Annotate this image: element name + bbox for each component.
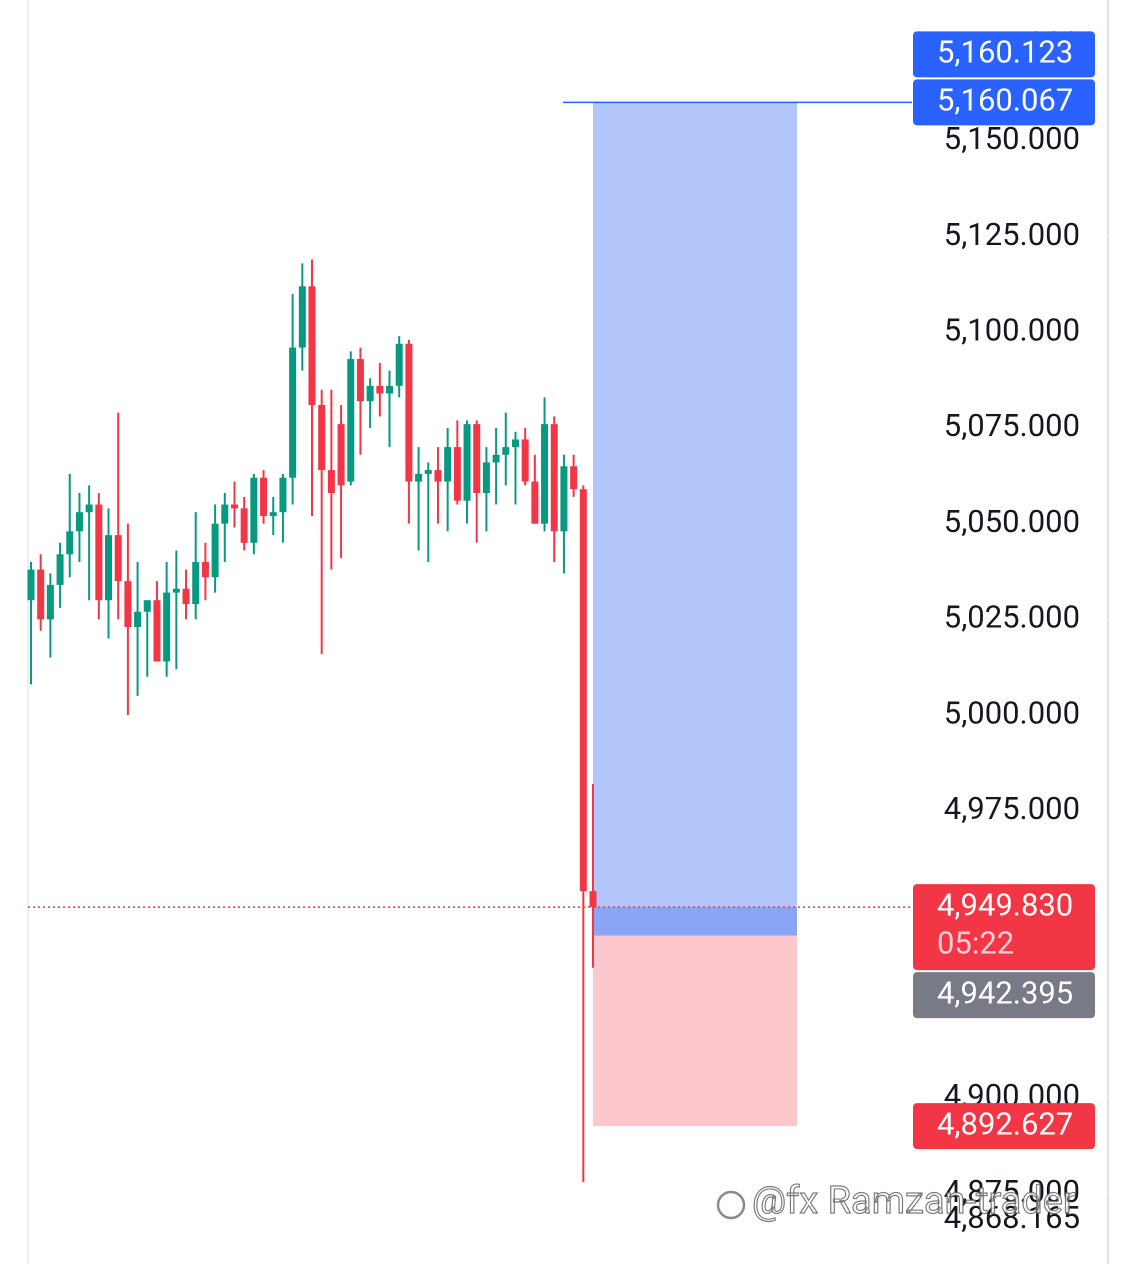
candle-body <box>463 424 471 501</box>
price-label-box <box>913 31 1095 78</box>
candle-body <box>124 581 132 628</box>
candle-body <box>327 470 335 494</box>
candle-body <box>56 554 64 585</box>
candle-body <box>240 508 248 543</box>
candle-body <box>376 385 384 394</box>
price-label-box <box>913 884 1095 971</box>
candle-body <box>172 588 180 593</box>
candle-body <box>337 424 345 486</box>
watermark-text: @fx Ramzan-trader <box>752 1179 1076 1223</box>
candle-body <box>482 462 490 494</box>
candle-body <box>289 347 297 478</box>
candles <box>27 259 597 1183</box>
candle-body <box>579 489 587 892</box>
candle-body <box>395 343 403 386</box>
candle-body <box>415 473 423 482</box>
candle-body <box>250 477 258 543</box>
candle-body <box>521 439 529 482</box>
y-tick-label: 5,050.000 <box>944 503 1080 540</box>
candle-body <box>366 385 374 402</box>
position-tool <box>28 101 912 1127</box>
candle-body <box>570 466 578 490</box>
candle-body <box>95 504 103 601</box>
price-label: 4,942.395 <box>937 974 1073 1011</box>
candle-body <box>85 504 93 513</box>
watermark-icon <box>716 1190 746 1220</box>
y-tick-label: 5,100.000 <box>944 311 1080 348</box>
candle-body <box>27 569 35 601</box>
watermark: @fx Ramzan-trader <box>716 1178 1076 1224</box>
price-label: 4,892.627 <box>937 1105 1073 1142</box>
candle-body <box>434 470 442 482</box>
candle-body <box>424 470 432 474</box>
loss-zone <box>593 935 797 1127</box>
profit-zone <box>593 102 797 936</box>
candle-body <box>114 535 122 582</box>
candle-body <box>192 561 200 605</box>
y-tick-label: 5,150.000 <box>944 120 1080 157</box>
candle-body <box>511 439 519 448</box>
candle-body <box>46 584 54 620</box>
y-tick-label: 5,125.000 <box>944 216 1080 253</box>
candle-body <box>308 286 316 406</box>
candle-body <box>221 504 229 524</box>
candle-body <box>318 405 326 471</box>
candle-body <box>531 481 539 524</box>
countdown-label: 05:22 <box>937 924 1014 961</box>
candle-body <box>444 447 452 482</box>
candle-body <box>453 447 461 501</box>
candle-body <box>502 447 510 455</box>
candle-body <box>66 531 74 555</box>
candle-body <box>182 588 190 605</box>
candle-body <box>260 477 268 517</box>
candle-body <box>405 343 413 482</box>
price-label: 5,160.067 <box>937 82 1073 119</box>
candle-body <box>492 454 500 463</box>
candle-body <box>541 424 549 524</box>
y-tick-label: 5,025.000 <box>944 599 1080 636</box>
candle-body <box>153 600 161 662</box>
price-label-box <box>913 1103 1095 1150</box>
price-label-box <box>913 972 1095 1019</box>
candle-body <box>211 523 219 578</box>
price-label: 5,160.123 <box>937 34 1073 71</box>
candle-body <box>134 611 142 628</box>
candle-body <box>347 359 355 482</box>
candle-body <box>550 424 558 532</box>
candle-body <box>298 286 306 348</box>
candle-body <box>143 600 151 612</box>
candle-body <box>105 535 113 601</box>
candle-body <box>269 512 277 517</box>
candle-body <box>473 424 481 494</box>
candle-body <box>560 466 568 532</box>
active-zone <box>593 907 797 936</box>
candle-body <box>589 891 597 908</box>
candle-body <box>386 385 394 394</box>
candle-body <box>201 561 209 578</box>
y-tick-label: 4,875.000 <box>944 1173 1080 1210</box>
candle-body <box>356 359 364 402</box>
y-tick-label: 4,975.000 <box>944 790 1080 827</box>
low-label: 4,868.165 <box>944 1199 1080 1236</box>
price-label: 4,949.830 <box>937 886 1073 923</box>
candle-body <box>230 504 238 509</box>
y-tick-label: 5,075.000 <box>944 407 1080 444</box>
candle-body <box>37 569 45 620</box>
candle-body <box>75 512 83 532</box>
y-tick-label: 5,000.000 <box>944 694 1080 731</box>
candle-body <box>163 592 171 662</box>
price-label-box <box>913 79 1095 126</box>
candle-body <box>279 477 287 513</box>
